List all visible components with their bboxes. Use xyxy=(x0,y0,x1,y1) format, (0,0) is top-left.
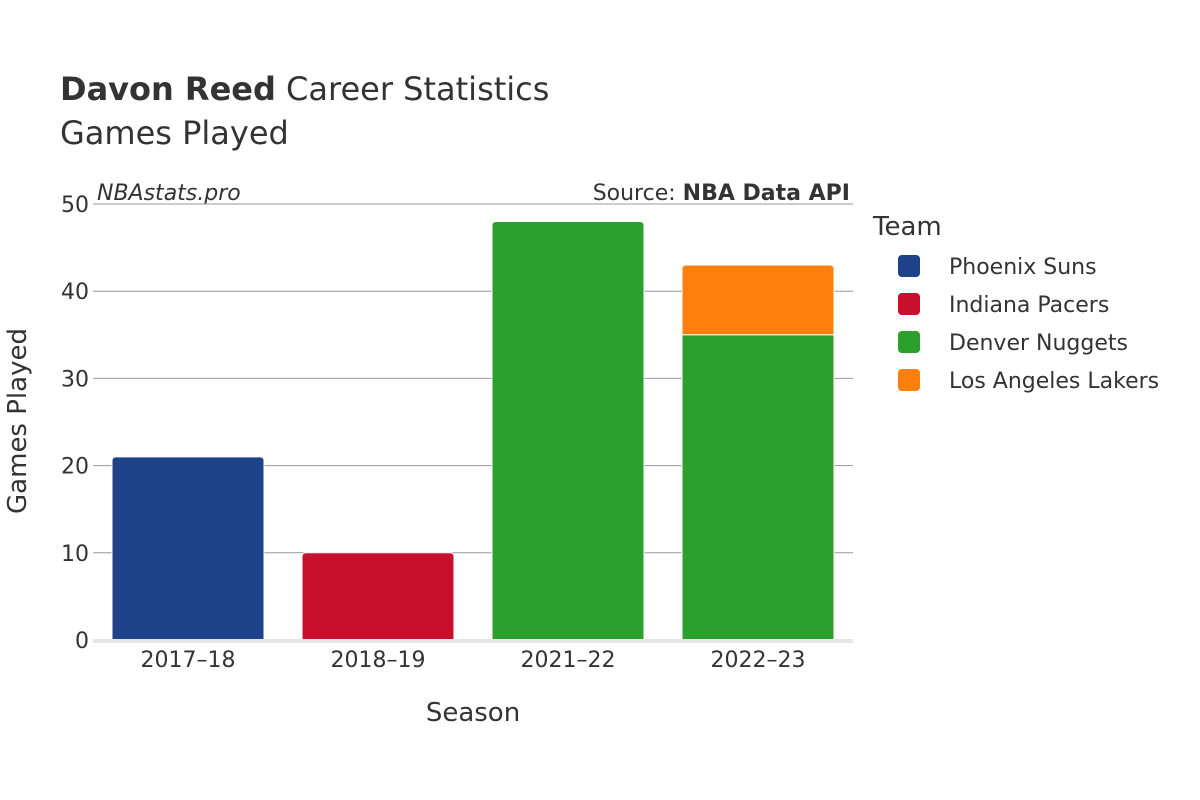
legend-label-denver-nuggets: Denver Nuggets xyxy=(949,331,1128,356)
legend: Phoenix Suns Indiana Pacers Denver Nuggets… xyxy=(898,255,1159,394)
legend-label-phoenix-suns: Phoenix Suns xyxy=(949,255,1097,280)
legend-swatch-los-angeles-lakers xyxy=(898,369,920,391)
y-tick-label-50: 50 xyxy=(61,193,89,218)
bar-2022-23-los-angeles-lakers xyxy=(681,264,835,336)
x-tick-label-2021-22: 2021–22 xyxy=(521,648,616,673)
legend-label-indiana-pacers: Indiana Pacers xyxy=(949,293,1109,318)
chart-title-rest: Career Statistics xyxy=(276,70,550,108)
x-tick-label-2017-18: 2017–18 xyxy=(141,648,236,673)
legend-swatch-indiana-pacers xyxy=(898,293,920,315)
chart-title-player: Davon Reed xyxy=(60,70,276,108)
x-axis-title: Season xyxy=(426,698,520,728)
legend-title: Team xyxy=(872,212,942,242)
credit-source-prefix: Source: xyxy=(593,181,683,206)
y-tick-label-40: 40 xyxy=(61,280,89,305)
x-tick-label-2022-23: 2022–23 xyxy=(711,648,806,673)
x-tick-label-2018-19: 2018–19 xyxy=(331,648,426,673)
chart-subtitle: Games Played xyxy=(60,114,289,152)
y-tick-label-0: 0 xyxy=(75,629,89,654)
legend-label-los-angeles-lakers: Los Angeles Lakers xyxy=(949,369,1159,394)
credit-source: Source: NBA Data API xyxy=(593,181,850,206)
legend-swatch-phoenix-suns xyxy=(898,255,920,277)
legend-swatch-denver-nuggets xyxy=(898,331,920,353)
bar-2018-19-indiana-pacers xyxy=(301,552,455,641)
legend-item-los-angeles-lakers[interactable]: Los Angeles Lakers xyxy=(898,369,1159,394)
credit-source-name: NBA Data API xyxy=(683,181,850,206)
credit-site: NBAstats.pro xyxy=(97,181,241,206)
y-tick-layer: 0 10 20 30 40 50 xyxy=(61,193,89,654)
y-axis-title: Games Played xyxy=(3,328,33,514)
bar-2017-18-phoenix-suns xyxy=(111,456,265,641)
chart-title: Davon Reed Career Statistics xyxy=(60,70,549,108)
y-tick-label-10: 10 xyxy=(61,542,89,567)
legend-item-phoenix-suns[interactable]: Phoenix Suns xyxy=(898,255,1097,280)
bar-layer xyxy=(111,220,835,641)
bar-2021-22-denver-nuggets xyxy=(491,220,645,641)
bar-2022-23-denver-nuggets xyxy=(681,334,835,641)
x-tick-layer: 2017–18 2018–19 2021–22 2022–23 xyxy=(141,648,806,673)
legend-item-indiana-pacers[interactable]: Indiana Pacers xyxy=(898,293,1109,318)
y-tick-label-30: 30 xyxy=(61,367,89,392)
legend-item-denver-nuggets[interactable]: Denver Nuggets xyxy=(898,331,1128,356)
y-tick-label-20: 20 xyxy=(61,455,89,480)
